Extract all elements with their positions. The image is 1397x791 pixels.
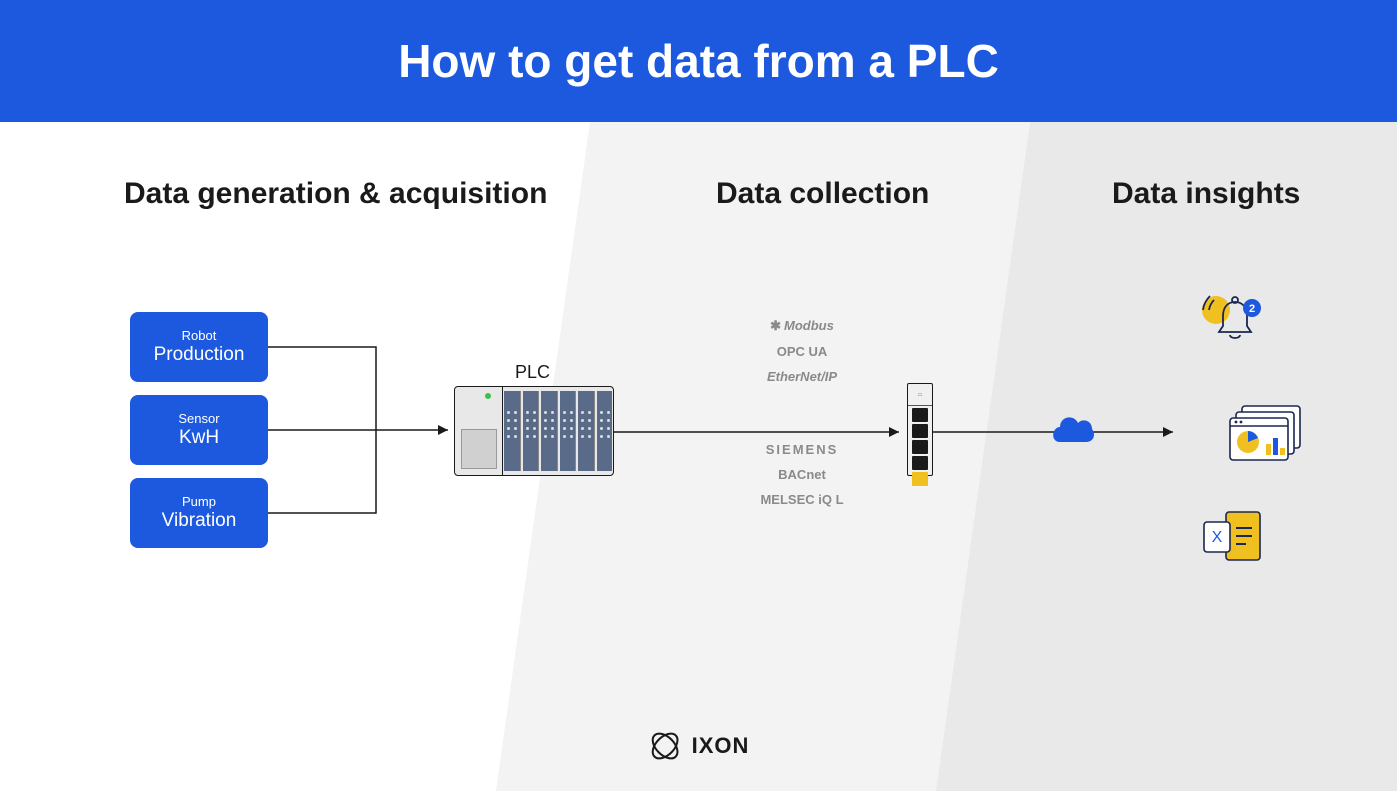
page-title: How to get data from a PLC [398, 34, 999, 88]
protocol-modbus: Modbus [742, 318, 862, 334]
section-title-generation: Data generation & acquisition [124, 177, 547, 211]
source-box-sensor: Sensor KwH [130, 395, 268, 465]
protocol-ethernetip: EtherNet/IP [742, 369, 862, 384]
plc-slot-icon [578, 391, 595, 471]
protocol-melsec: MELSEC iQ L [742, 492, 862, 507]
gateway-device-icon: ▭ [907, 383, 933, 476]
gateway-port-icon [912, 440, 928, 454]
diagram-body: Data generation & acquisition Data colle… [0, 122, 1397, 791]
plc-slot-icon [523, 391, 540, 471]
footer-brand: IXON [648, 729, 750, 763]
protocol-opcua: OPC UA [742, 344, 862, 359]
svg-text:X: X [1212, 529, 1223, 546]
plc-device-icon [454, 386, 614, 476]
footer-brand-text: IXON [692, 733, 750, 759]
gateway-accent-icon [912, 472, 928, 486]
source-value: Vibration [162, 510, 237, 532]
plc-slot-icon [597, 391, 613, 471]
notification-badge-count: 2 [1249, 303, 1255, 315]
export-document-icon: X [1200, 510, 1264, 575]
dashboard-chart-icon [1228, 404, 1306, 467]
gateway-port-icon [912, 424, 928, 438]
gateway-port-icon [912, 408, 928, 422]
plc-label: PLC [515, 362, 550, 383]
protocol-bacnet: BACnet [742, 467, 862, 482]
plc-slot-icon [560, 391, 577, 471]
gateway-port-icon [912, 456, 928, 470]
source-value: KwH [179, 427, 219, 449]
plc-slot-icon [504, 391, 521, 471]
plc-led-icon [485, 393, 491, 399]
ixon-logo-icon [648, 729, 682, 763]
protocol-list: Modbus OPC UA EtherNet/IP SIEMENS BACnet… [742, 318, 862, 507]
source-box-pump: Pump Vibration [130, 478, 268, 548]
section-title-insights: Data insights [1112, 177, 1300, 211]
header-banner: How to get data from a PLC [0, 0, 1397, 122]
notification-bell-icon: 2 [1200, 290, 1270, 353]
source-label: Robot [182, 328, 217, 343]
section-title-collection: Data collection [716, 177, 929, 211]
plc-slot-icon [541, 391, 558, 471]
connector-sources-to-plc [268, 312, 468, 552]
source-box-robot: Robot Production [130, 312, 268, 382]
gateway-top-icon: ▭ [908, 384, 932, 406]
source-label: Pump [182, 494, 216, 509]
source-value: Production [154, 344, 245, 366]
protocol-siemens: SIEMENS [742, 442, 862, 457]
cloud-icon [1048, 414, 1098, 448]
source-label: Sensor [178, 411, 219, 426]
plc-panel-icon [461, 429, 497, 469]
